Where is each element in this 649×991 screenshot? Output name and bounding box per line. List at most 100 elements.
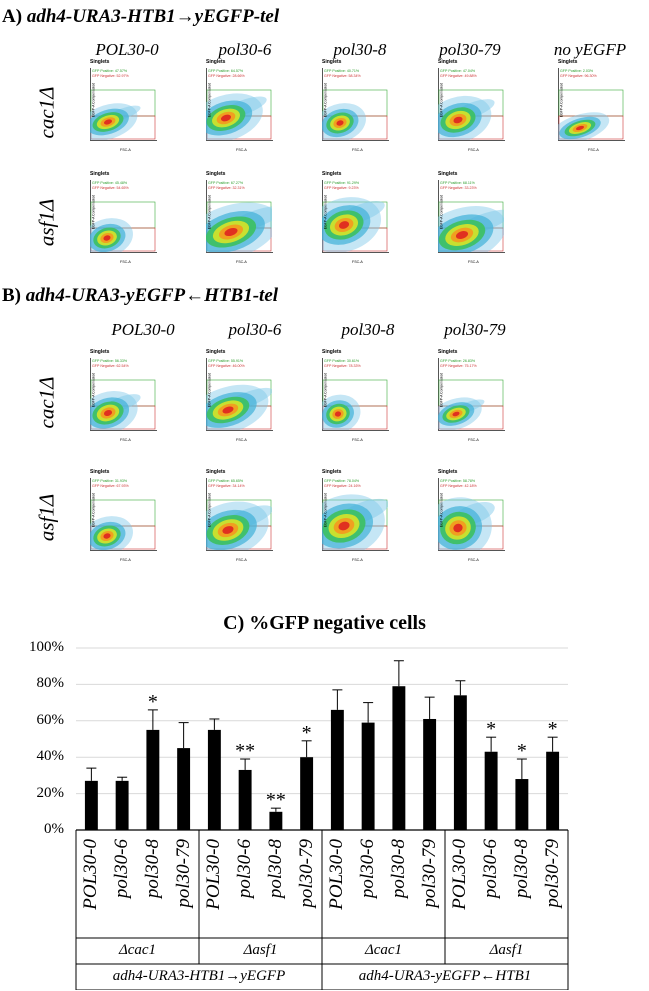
panel-a-row-1: asf1Δ: [34, 198, 59, 247]
plot-xlabel: FSC-A: [236, 438, 247, 442]
flow-plot-b-7: Singlets GFP Positive: 58.78% GFP Negative…: [428, 469, 506, 562]
density-cloud: [438, 497, 504, 550]
plot-ylabel: EGFP-A Compensated: [207, 372, 212, 408]
density-cloud: [90, 201, 156, 252]
flow-plot-b-4: Singlets GFP Positive: 31.93% GFP Negative…: [80, 469, 158, 562]
plot-xlabel: FSC-A: [468, 558, 479, 562]
y-tick-label: 20%: [36, 784, 65, 801]
bar: [269, 811, 283, 830]
bar: [115, 780, 129, 830]
gfp-positive-text: GFP Positive: 31.93%: [92, 479, 128, 483]
panel-b-title: B) adh4-URA3-yEGFP←HTB1-tel: [2, 285, 278, 307]
gfp-positive-text: GFP Positive: 67.27%: [208, 181, 244, 185]
category-label: pol30-6: [234, 839, 256, 899]
panel-a-col-4: no yEGFP: [553, 40, 627, 59]
panel-a-reporter: yEGFP-tel: [194, 6, 280, 27]
supergroup-label: adh4-URA3-HTB1→yEGFP: [112, 968, 286, 984]
density-cloud: [90, 499, 156, 550]
density-layer: [334, 411, 342, 417]
density-cloud: [322, 89, 388, 140]
plot-title: Singlets: [90, 469, 110, 475]
plot-ylabel: EGFP-A Compensated: [91, 372, 96, 408]
gfp-positive-text: GFP Positive: 30.61%: [324, 359, 360, 363]
plot-ylabel: EGFP-A Compensated: [323, 82, 328, 118]
category-label: pol30-79: [541, 839, 563, 908]
y-tick-label: 40%: [36, 748, 65, 765]
significance-marker: **: [235, 740, 255, 762]
density-cloud: [438, 379, 504, 430]
group-label: Δasf1: [489, 942, 524, 958]
flow-plot-a-3: Singlets GFP Positive: 47.04% GFP Negative…: [428, 59, 506, 152]
density-cloud: [206, 379, 272, 430]
plot-title: Singlets: [206, 469, 226, 475]
plot-ylabel: EGFP-A Compensated: [323, 492, 328, 528]
plot-title: Singlets: [438, 469, 458, 475]
gfp-positive-text: GFP Positive: 40.71%: [324, 69, 360, 73]
plot-title: Singlets: [558, 59, 578, 65]
plot-title: Singlets: [90, 171, 110, 177]
category-label: pol30-8: [510, 839, 532, 899]
significance-marker: *: [486, 718, 496, 740]
significance-marker: *: [302, 722, 312, 744]
panel-c-title: C) %GFP negative cells: [0, 612, 649, 635]
gfp-negative-text: GFP Negative: 96.30%: [560, 74, 597, 78]
plot-xlabel: FSC-A: [352, 558, 363, 562]
density-layer: [452, 411, 460, 417]
panel-a-col-1: pol30-6: [218, 40, 272, 59]
density-layer: [453, 116, 463, 124]
plot-title: Singlets: [206, 349, 226, 355]
plot-ylabel: EGFP-A Compensated: [207, 492, 212, 528]
panel-b-row-1: asf1Δ: [34, 493, 59, 542]
plot-ylabel: EGFP-A Compensated: [439, 194, 444, 230]
gfp-positive-text: GFP Positive: 47.57%: [92, 69, 128, 73]
plot-title: Singlets: [438, 349, 458, 355]
y-tick-label: 80%: [36, 675, 65, 692]
gfp-positive-text: GFP Positive: 2.03%: [560, 69, 594, 73]
gfp-negative-text: GFP Negative: 33.23%: [440, 186, 477, 190]
density-layer: [336, 120, 344, 126]
plot-title: Singlets: [322, 469, 342, 475]
flow-plot-a-5: Singlets GFP Positive: 45.48% GFP Negative…: [80, 171, 158, 264]
category-label: pol30-79: [418, 839, 440, 908]
panel-a-arrow: →: [175, 6, 195, 27]
gfp-positive-text: GFP Positive: 26.83%: [440, 359, 476, 363]
density-cloud: [206, 201, 272, 252]
gfp-negative-text: GFP Negative: 46.00%: [208, 364, 245, 368]
bar: [238, 769, 252, 830]
density-cloud: [90, 379, 156, 430]
density-layer: [224, 227, 238, 237]
gfp-negative-text: GFP Negative: 67.93%: [92, 484, 129, 488]
density-layer: [338, 521, 350, 531]
density-layer: [222, 526, 234, 534]
plot-xlabel: FSC-A: [236, 148, 247, 152]
flow-plot-a-4: Singlets GFP Positive: 2.03% GFP Negative:…: [548, 59, 626, 152]
y-tick-label: 0%: [44, 821, 64, 837]
gfp-negative-text: GFP Negative: 49.88%: [440, 74, 477, 78]
plot-ylabel: EGFP-A Compensated: [91, 492, 96, 528]
plot-xlabel: FSC-A: [352, 260, 363, 264]
gfp-positive-text: GFP Positive: 45.48%: [92, 181, 128, 185]
panel-a-title: A) adh4-URA3-HTB1→yEGFP-tel: [2, 6, 279, 28]
gfp-negative-text: GFP Negative: 24.16%: [324, 484, 361, 488]
category-label: POL30-0: [449, 839, 471, 910]
gfp-positive-text: GFP Positive: 56.33%: [92, 359, 128, 363]
plot-xlabel: FSC-A: [120, 260, 131, 264]
plot-ylabel: EGFP-A Compensated: [323, 194, 328, 230]
plot-title: Singlets: [206, 59, 226, 65]
density-layer: [103, 235, 111, 241]
flow-plot-a-7: Singlets GFP Positive: 91.29% GFP Negative…: [312, 171, 390, 264]
bar: [453, 695, 467, 830]
gfp-negative-gate: [558, 115, 624, 140]
category-label: pol30-8: [387, 839, 409, 899]
flow-plot-a-2: Singlets GFP Positive: 40.71% GFP Negative…: [312, 59, 390, 152]
density-cloud: [438, 201, 504, 252]
flow-plot-b-6: Singlets GFP Positive: 78.04% GFP Negative…: [312, 469, 390, 562]
density-layer: [103, 533, 111, 539]
plot-xlabel: FSC-A: [588, 148, 599, 152]
category-label: pol30-79: [295, 839, 317, 908]
bar: [177, 748, 191, 830]
plot-title: Singlets: [438, 171, 458, 177]
plot-title: Singlets: [438, 59, 458, 65]
plot-ylabel: EGFP-A Compensated: [207, 82, 212, 118]
flow-plot-a-1: Singlets GFP Positive: 64.57% GFP Negative…: [196, 59, 274, 152]
